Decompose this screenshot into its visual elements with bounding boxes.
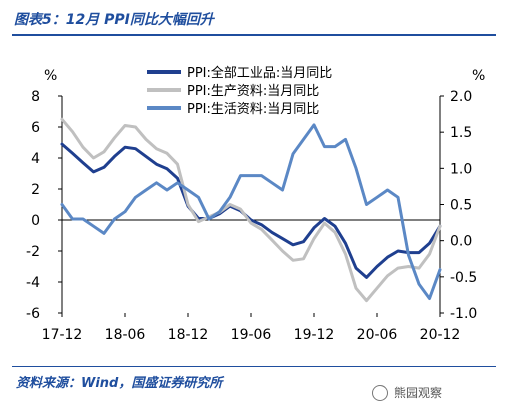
chart-axes: -6 -4 -2 0 2 4 6 8% -1.0 -0.5 0.0 0.5 1.0 1.5 2.0% 17-1… bbox=[26, 68, 485, 343]
x-tick-label: 17-12 bbox=[42, 327, 83, 343]
right-tick-label: 1.0 bbox=[450, 161, 472, 177]
series-line-2 bbox=[60, 117, 442, 303]
source-note: 资料来源：Wind，国盛证券研究所 bbox=[16, 376, 223, 391]
x-tick-label: 20-06 bbox=[357, 327, 398, 343]
left-tick-label: 2 bbox=[31, 182, 40, 198]
chart-legend: PPI:全部工业品:当月同比 PPI:生产资料:当月同比 PPI:生活资料:当月同比 bbox=[147, 65, 332, 117]
right-tick-label: 1.5 bbox=[450, 125, 472, 141]
legend-label-1: PPI:全部工业品:当月同比 bbox=[187, 65, 332, 81]
chart-series bbox=[60, 117, 442, 303]
x-tick-label: 19-06 bbox=[231, 327, 272, 343]
x-tick-label: 18-12 bbox=[168, 327, 209, 343]
x-tick-label: 19-12 bbox=[294, 327, 335, 343]
right-tick-label: 0.5 bbox=[450, 198, 472, 214]
right-tick-label: -0.5 bbox=[450, 270, 477, 286]
left-tick-label: 0 bbox=[31, 213, 40, 229]
right-tick-label: 0.0 bbox=[450, 234, 472, 250]
source-divider bbox=[12, 366, 496, 367]
left-axis-unit: % bbox=[44, 68, 57, 84]
figure-title: 图表5：12月 PPI同比大幅回升 bbox=[14, 12, 214, 28]
left-tick-label: -4 bbox=[26, 275, 40, 291]
right-tick-label: 2.0 bbox=[450, 89, 472, 105]
left-tick-label: -2 bbox=[26, 244, 40, 260]
right-axis-unit: % bbox=[472, 68, 485, 84]
left-tick-label: 8 bbox=[31, 89, 40, 105]
watermark-label: 熊园观察 bbox=[394, 386, 443, 400]
series-line-3 bbox=[60, 123, 442, 300]
legend-label-2: PPI:生产资料:当月同比 bbox=[187, 84, 319, 99]
x-tick-label: 20-12 bbox=[420, 327, 461, 343]
legend-label-3: PPI:生活资料:当月同比 bbox=[187, 102, 319, 117]
title-divider bbox=[12, 34, 496, 36]
wechat-icon bbox=[372, 384, 388, 401]
left-tick-label: 6 bbox=[31, 120, 40, 136]
right-tick-label: -1.0 bbox=[450, 306, 477, 322]
series-line-1 bbox=[60, 142, 442, 279]
watermark: 熊园观察 bbox=[372, 384, 442, 402]
left-tick-label: -6 bbox=[26, 306, 40, 322]
x-tick-label: 18-06 bbox=[105, 327, 146, 343]
left-tick-label: 4 bbox=[31, 151, 40, 167]
